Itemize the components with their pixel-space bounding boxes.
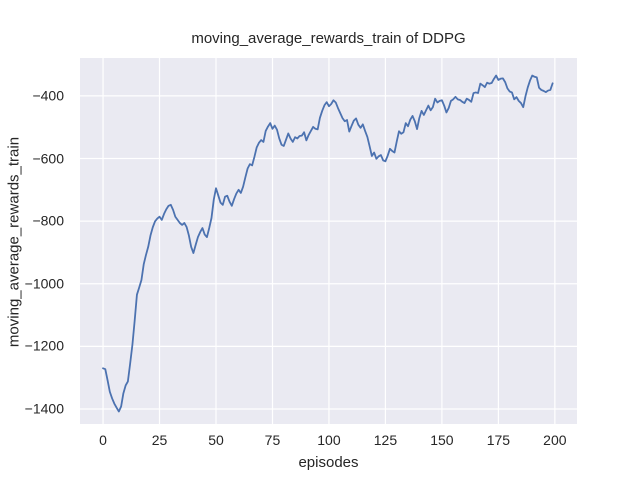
y-tick-label: −1200 [24, 337, 64, 354]
x-axis-label: episodes [298, 454, 359, 471]
x-tick-label: 200 [543, 432, 567, 448]
x-tick-label: 150 [430, 432, 454, 448]
y-tick-label: −1400 [24, 400, 64, 417]
x-tick-label: 25 [151, 432, 168, 448]
y-tick-label: −600 [32, 150, 64, 166]
x-tick-label: 75 [264, 432, 281, 448]
chart-title: moving_average_rewards_train of DDPG [191, 30, 466, 47]
x-tick-label: 100 [317, 432, 341, 448]
x-tick-label: 175 [486, 432, 511, 448]
y-axis-label: moving_average_rewards_train [5, 136, 23, 348]
x-tick-label: 0 [99, 432, 107, 448]
x-tick-label: 125 [373, 432, 398, 448]
y-tick-label: −400 [32, 87, 64, 104]
y-tick-label: −1000 [24, 275, 64, 292]
x-tick-label: 50 [208, 432, 224, 448]
y-tick-label: −800 [32, 212, 64, 229]
plot-area [80, 58, 577, 424]
series-line [102, 74, 554, 413]
